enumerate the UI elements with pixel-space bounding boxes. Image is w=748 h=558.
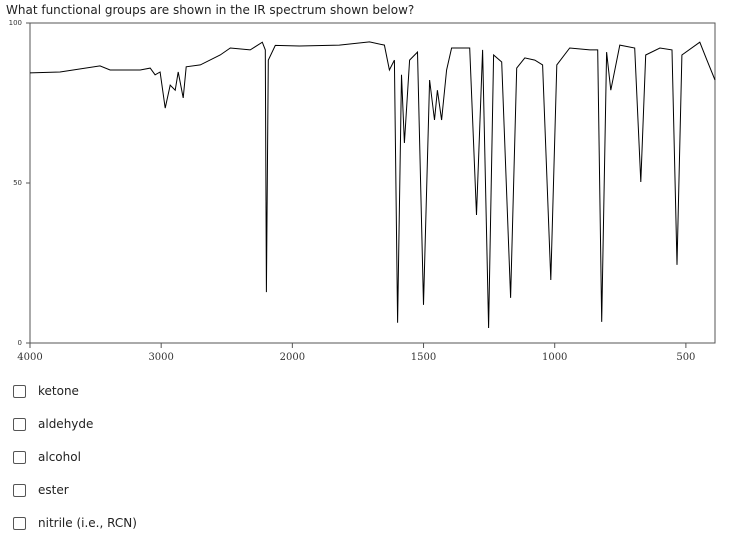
x-tick-label: 4000 [17, 352, 42, 363]
checkbox[interactable] [13, 417, 26, 431]
option[interactable]: ester [13, 483, 69, 497]
option-label: nitrile (i.e., RCN) [38, 516, 137, 530]
option[interactable]: ketone [13, 384, 79, 398]
x-tick-label: 500 [676, 352, 695, 363]
checkbox[interactable] [13, 516, 26, 530]
option[interactable]: alcohol [13, 450, 81, 464]
option-label: ester [38, 483, 69, 497]
option[interactable]: aldehyde [13, 417, 93, 431]
y-tick-label: 0 [18, 339, 22, 347]
option-label: ketone [38, 384, 79, 398]
spectrum-line [29, 41, 716, 329]
ir-chart: 0 50 100 4000 3000 2000 1500 1000 500 [9, 19, 716, 363]
y-tick-label: 50 [13, 179, 22, 187]
option[interactable]: nitrile (i.e., RCN) [13, 516, 137, 530]
plot-frame [29, 22, 716, 344]
option-label: aldehyde [38, 417, 94, 431]
question: What functional groups are shown in the … [6, 3, 415, 17]
checkbox[interactable] [13, 450, 26, 464]
checkbox[interactable] [13, 384, 26, 398]
x-tick-label: 2000 [280, 352, 305, 363]
option-label: alcohol [38, 450, 81, 464]
x-tick-label: 3000 [148, 352, 173, 363]
x-tick-label: 1500 [411, 352, 436, 363]
checkbox[interactable] [13, 483, 26, 497]
y-tick-label: 100 [9, 19, 22, 27]
x-tick-label: 1000 [542, 352, 567, 363]
